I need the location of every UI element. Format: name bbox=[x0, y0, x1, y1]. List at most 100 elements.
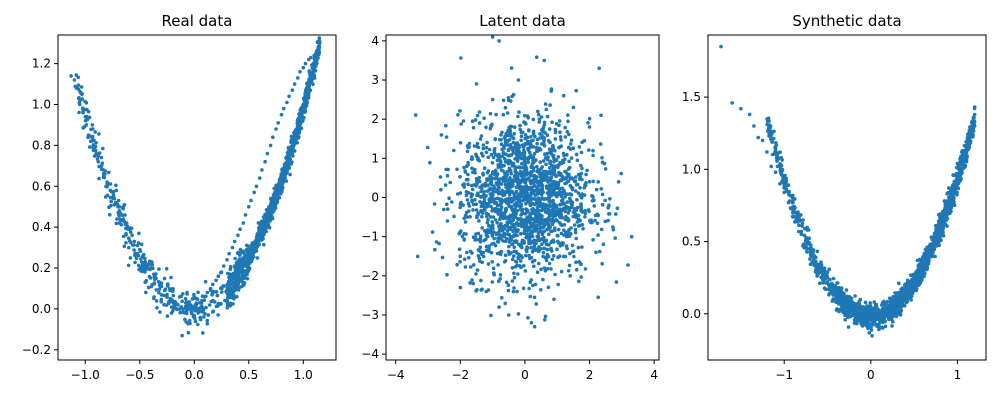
scatter-point bbox=[614, 212, 618, 216]
scatter-point bbox=[545, 133, 550, 137]
scatter-point bbox=[229, 265, 233, 269]
scatter-point bbox=[550, 120, 554, 124]
scatter-point bbox=[494, 173, 499, 178]
scatter-point bbox=[558, 135, 563, 139]
scatter-point bbox=[592, 198, 596, 202]
x-tick-label: −1.0 bbox=[71, 368, 100, 382]
scatter-point bbox=[579, 163, 583, 168]
scatter-point bbox=[495, 158, 500, 163]
y-tick-label: −4 bbox=[361, 347, 379, 361]
scatter-point bbox=[493, 201, 497, 206]
scatter-point bbox=[539, 181, 543, 185]
scatter-point bbox=[528, 145, 532, 150]
scatter-point bbox=[152, 296, 156, 301]
scatter-point bbox=[596, 180, 600, 184]
scatter-point bbox=[809, 245, 813, 250]
scatter-point bbox=[567, 159, 571, 164]
scatter-point bbox=[99, 167, 104, 171]
scatter-point bbox=[147, 274, 152, 279]
scatter-point bbox=[528, 197, 533, 202]
scatter-point bbox=[240, 273, 245, 277]
scatter-point bbox=[855, 315, 859, 320]
scatter-point bbox=[490, 280, 495, 284]
scatter-point bbox=[555, 247, 559, 251]
scatter-point bbox=[190, 311, 194, 316]
scatter-point bbox=[509, 200, 514, 204]
scatter-point bbox=[445, 202, 449, 207]
scatter-point bbox=[268, 143, 273, 148]
scatter-point bbox=[480, 226, 485, 230]
scatter-point bbox=[922, 274, 926, 279]
scatter-point bbox=[550, 257, 555, 262]
scatter-point bbox=[553, 127, 558, 132]
scatter-point bbox=[493, 176, 498, 181]
scatter-point bbox=[480, 214, 484, 219]
scatter-point bbox=[236, 233, 240, 238]
scatter-point bbox=[80, 92, 84, 96]
scatter-point bbox=[524, 223, 529, 227]
scatter-point bbox=[503, 156, 507, 161]
scatter-point bbox=[591, 238, 595, 242]
scatter-point bbox=[518, 127, 522, 132]
scatter-point bbox=[575, 198, 579, 202]
scatter-point bbox=[467, 204, 472, 208]
scatter-point bbox=[461, 183, 465, 187]
scatter-point bbox=[543, 318, 547, 322]
scatter-point bbox=[468, 281, 472, 285]
scatter-point bbox=[93, 148, 98, 153]
scatter-point bbox=[151, 266, 155, 271]
scatter-point bbox=[111, 193, 116, 197]
scatter-point bbox=[923, 247, 928, 252]
scatter-point bbox=[283, 163, 288, 168]
scatter-point bbox=[599, 187, 603, 191]
scatter-point bbox=[245, 276, 250, 281]
scatter-point bbox=[458, 254, 463, 258]
scatter-point bbox=[152, 275, 156, 280]
scatter-point bbox=[547, 166, 552, 170]
scatter-point bbox=[463, 265, 468, 269]
scatter-point bbox=[513, 265, 518, 269]
scatter-point bbox=[567, 263, 572, 268]
scatter-point bbox=[475, 182, 479, 186]
scatter-point bbox=[136, 241, 141, 245]
scatter-point bbox=[247, 267, 252, 271]
scatter-point bbox=[525, 135, 530, 140]
scatter-point bbox=[557, 221, 562, 225]
scatter-point bbox=[872, 300, 876, 304]
scatter-point bbox=[828, 277, 832, 282]
scatter-point bbox=[205, 318, 209, 323]
scatter-point bbox=[164, 303, 169, 307]
scatter-point bbox=[467, 209, 471, 213]
scatter-point bbox=[551, 238, 555, 243]
scatter-point bbox=[562, 228, 566, 232]
scatter-point bbox=[490, 176, 494, 181]
scatter-point bbox=[473, 118, 478, 122]
scatter-point bbox=[552, 201, 556, 206]
scatter-point bbox=[547, 147, 552, 151]
scatter-point bbox=[531, 117, 536, 122]
scatter-point bbox=[869, 328, 874, 332]
scatter-point bbox=[774, 141, 778, 145]
scatter-point bbox=[492, 184, 496, 189]
scatter-point bbox=[533, 193, 538, 198]
scatter-point bbox=[577, 177, 582, 181]
scatter-point bbox=[509, 251, 513, 255]
scatter-point bbox=[532, 239, 537, 243]
scatter-point bbox=[837, 298, 842, 303]
scatter-point bbox=[482, 196, 487, 201]
scatter-point bbox=[302, 96, 306, 100]
scatter-point bbox=[554, 193, 558, 198]
scatter-point bbox=[531, 155, 536, 159]
scatter-point bbox=[511, 289, 516, 294]
scatter-point bbox=[542, 140, 546, 145]
scatter-point bbox=[945, 192, 949, 196]
scatter-point bbox=[477, 256, 482, 261]
scatter-point bbox=[434, 240, 439, 244]
scatter-point bbox=[445, 173, 450, 178]
scatter-point bbox=[114, 188, 119, 193]
scatter-point bbox=[547, 127, 552, 131]
scatter-point bbox=[562, 202, 567, 206]
scatter-point bbox=[507, 190, 512, 195]
scatter-point bbox=[577, 218, 582, 222]
scatter-point bbox=[490, 232, 495, 236]
